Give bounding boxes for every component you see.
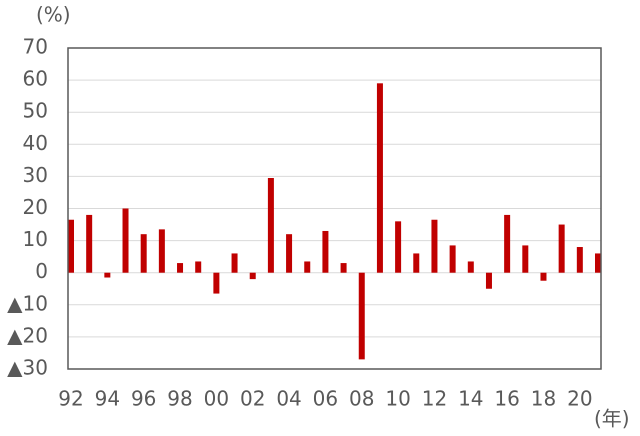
x-tick-label: 08 bbox=[349, 387, 374, 411]
bar bbox=[104, 272, 111, 278]
x-tick-label: 06 bbox=[313, 387, 338, 411]
bars bbox=[68, 83, 601, 360]
y-tick-label: ▲20 bbox=[7, 323, 48, 347]
bar bbox=[413, 253, 420, 273]
x-tick-label: 12 bbox=[422, 387, 447, 411]
bar bbox=[231, 253, 238, 273]
x-tick-label: 16 bbox=[494, 387, 519, 411]
y-tick-label: 60 bbox=[23, 67, 48, 91]
x-tick-label: 00 bbox=[204, 387, 229, 411]
y-tick-label: 30 bbox=[23, 163, 48, 187]
bar bbox=[177, 263, 184, 273]
y-tick-label: ▲30 bbox=[7, 356, 48, 380]
bar bbox=[595, 253, 601, 273]
bar bbox=[304, 261, 311, 273]
y-tick-label: 50 bbox=[23, 99, 48, 123]
x-tick-label: 20 bbox=[567, 387, 592, 411]
bar bbox=[267, 178, 274, 273]
bar bbox=[467, 261, 474, 273]
y-tick-label: 40 bbox=[23, 131, 48, 155]
bar bbox=[376, 83, 383, 273]
x-tick-label: 98 bbox=[167, 387, 192, 411]
y-tick-label: 10 bbox=[23, 227, 48, 251]
bar bbox=[86, 214, 93, 273]
bar bbox=[576, 247, 583, 273]
y-tick-label: 20 bbox=[23, 195, 48, 219]
bar bbox=[213, 272, 220, 294]
x-unit: (年) bbox=[594, 407, 630, 431]
bar bbox=[140, 234, 147, 273]
bar bbox=[395, 221, 402, 273]
bar bbox=[449, 245, 456, 273]
grid bbox=[68, 47, 601, 370]
bar bbox=[322, 230, 329, 273]
y-tick-label: ▲10 bbox=[7, 291, 48, 315]
bar bbox=[249, 272, 256, 280]
x-tick-label: 96 bbox=[131, 387, 156, 411]
bar bbox=[195, 261, 202, 273]
y-tick-label: 70 bbox=[23, 35, 48, 59]
x-tick-label: 10 bbox=[385, 387, 410, 411]
x-tick-label: 18 bbox=[531, 387, 556, 411]
plot-border bbox=[67, 47, 602, 370]
x-tick-label: 94 bbox=[95, 387, 120, 411]
bar bbox=[558, 224, 565, 273]
x-tick-label: 04 bbox=[276, 387, 301, 411]
x-tick-label: 92 bbox=[58, 387, 83, 411]
y-unit: (%) bbox=[36, 3, 71, 27]
bar bbox=[68, 219, 74, 273]
x-tick-label: 14 bbox=[458, 387, 483, 411]
bar bbox=[122, 208, 129, 273]
bar bbox=[485, 272, 492, 289]
x-tick-label: 02 bbox=[240, 387, 265, 411]
bar bbox=[540, 272, 547, 281]
y-tick-label: 0 bbox=[35, 259, 48, 283]
bar bbox=[504, 214, 511, 273]
bar bbox=[286, 234, 293, 273]
bar bbox=[340, 263, 347, 273]
bar bbox=[522, 245, 529, 273]
bar bbox=[158, 229, 165, 273]
bar bbox=[358, 272, 365, 360]
bar bbox=[431, 219, 438, 273]
